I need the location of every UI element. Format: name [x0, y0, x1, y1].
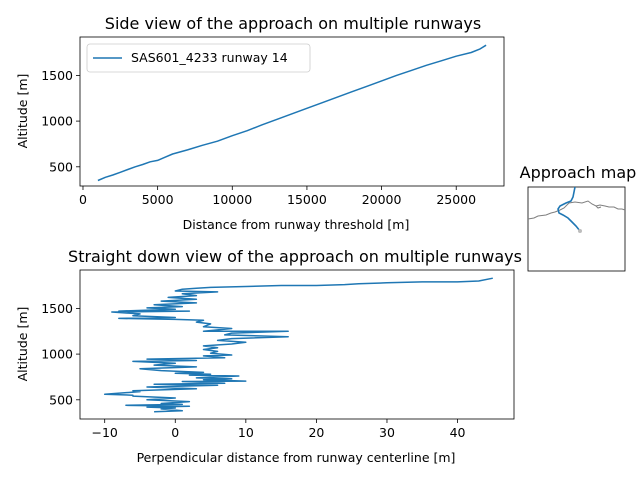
- approach-map-title: Approach map: [520, 163, 637, 182]
- c1-xtick-label-2: 10: [238, 425, 254, 440]
- c0-series-line-0: [97, 44, 487, 182]
- down-view-x-ticks: −10 0 10 20 30 40: [92, 419, 466, 440]
- down-view-x-label: Perpendicular distance from runway cente…: [137, 450, 456, 465]
- c0-xtick-label-0: 0: [79, 192, 87, 207]
- c0-xtick-label-2: 10000: [212, 192, 252, 207]
- c0-xtick-label-3: 15000: [287, 192, 327, 207]
- approach-map-frame: [527, 186, 626, 272]
- c1-xtick-label-3: 20: [308, 425, 324, 440]
- side-view-plot-frame: [79, 36, 505, 187]
- map-runway-point: [578, 229, 582, 233]
- c1-xtick-label-4: 30: [379, 425, 395, 440]
- legend-box: [86, 43, 311, 73]
- c0-xtick-label-1: 5000: [142, 192, 174, 207]
- c1-series-line-0: [103, 277, 493, 413]
- side-view-y-ticks: 500 1000 1500: [41, 68, 80, 174]
- approach-map: Approach map: [520, 163, 637, 272]
- down-view-series: [103, 277, 493, 413]
- c1-xtick-label-1: 0: [171, 425, 179, 440]
- map-coastline: [527, 200, 626, 220]
- c1-ytick-label-0: 500: [49, 392, 73, 407]
- down-view-y-ticks: 500 1000 1500: [41, 301, 80, 407]
- side-view-x-ticks: 0 5000 10000 15000 20000 25000: [79, 186, 476, 207]
- c0-xtick-label-4: 20000: [362, 192, 402, 207]
- c0-ytick-label-1: 1000: [41, 114, 73, 129]
- side-view-legend: SAS601_4233 runway 14: [86, 43, 311, 73]
- down-view-plot-frame: [79, 269, 515, 420]
- side-view-series: [97, 44, 487, 182]
- c0-ytick-label-2: 1500: [41, 68, 73, 83]
- down-view-chart: Straight down view of the approach on mu…: [15, 247, 522, 465]
- side-view-y-label: Altitude [m]: [15, 74, 30, 149]
- side-view-title: Side view of the approach on multiple ru…: [105, 14, 481, 33]
- down-view-title: Straight down view of the approach on mu…: [68, 247, 522, 266]
- c1-xtick-label-0: −10: [92, 425, 118, 440]
- side-view-x-label: Distance from runway threshold [m]: [183, 217, 410, 232]
- down-view-y-label: Altitude [m]: [15, 307, 30, 382]
- c1-ytick-label-1: 1000: [41, 347, 73, 362]
- c0-ytick-label-0: 500: [49, 159, 73, 174]
- c1-xtick-label-5: 40: [450, 425, 466, 440]
- c1-ytick-label-2: 1500: [41, 301, 73, 316]
- side-view-chart: Side view of the approach on multiple ru…: [15, 14, 505, 232]
- c0-xtick-label-5: 25000: [436, 192, 476, 207]
- map-coast-island: [595, 205, 602, 209]
- map-approach-track: [557, 186, 581, 232]
- legend-label: SAS601_4233 runway 14: [131, 50, 288, 65]
